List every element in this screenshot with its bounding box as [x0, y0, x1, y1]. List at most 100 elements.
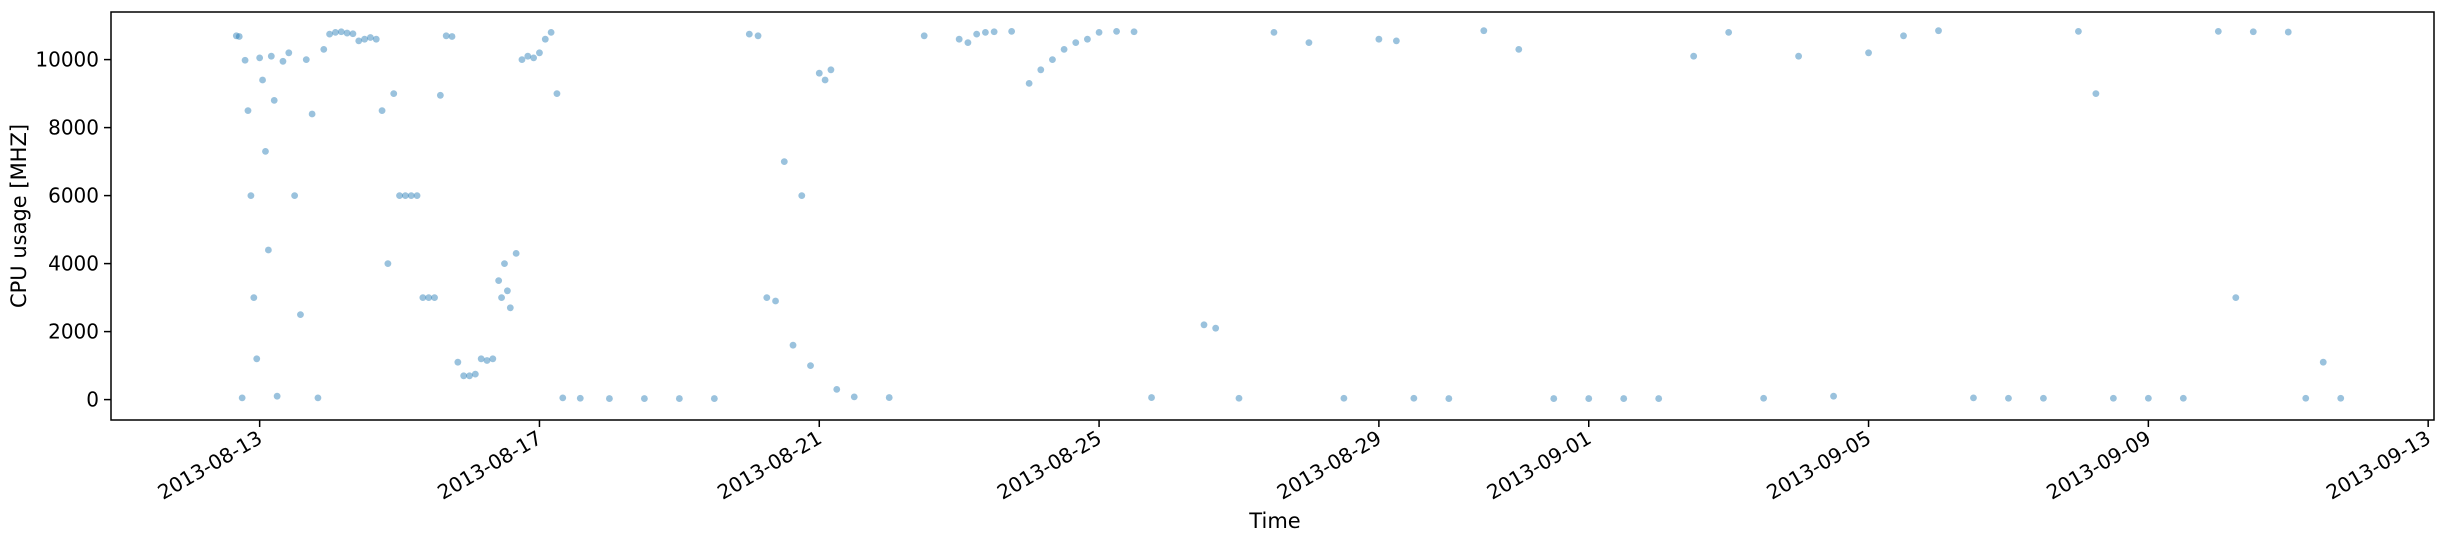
data-point: [1410, 394, 1418, 402]
data-point: [372, 35, 380, 43]
data-point: [1480, 27, 1488, 35]
data-point: [1830, 392, 1837, 400]
data-point: [264, 246, 272, 254]
data-point: [291, 192, 299, 200]
data-point: [396, 192, 403, 200]
data-point: [401, 192, 409, 200]
data-point: [640, 395, 648, 402]
data-point: [314, 394, 322, 402]
data-point: [337, 28, 345, 36]
data-point: [1025, 80, 1033, 87]
data-point: [2319, 358, 2327, 366]
data-point: [1690, 52, 1698, 60]
data-point: [1760, 394, 1768, 402]
x-tick-label: 2013-09-05: [1762, 426, 1875, 505]
data-point: [506, 304, 514, 312]
data-point: [270, 97, 278, 104]
data-point: [710, 395, 718, 402]
data-point: [675, 395, 683, 402]
data-point: [343, 29, 351, 37]
data-point: [390, 90, 398, 97]
data-point: [308, 110, 316, 118]
data-point: [964, 39, 972, 46]
data-point: [471, 370, 479, 378]
x-tick-label: 2013-08-25: [993, 426, 1106, 505]
data-point: [512, 250, 520, 257]
data-point: [1072, 39, 1080, 46]
data-point: [425, 294, 433, 301]
y-tick-label: 0: [86, 388, 99, 412]
data-point: [2075, 27, 2082, 35]
data-point: [530, 54, 538, 62]
data-point: [821, 76, 829, 84]
data-point: [1585, 395, 1593, 402]
data-point: [1305, 39, 1313, 46]
data-point: [349, 30, 357, 38]
data-point: [332, 29, 339, 36]
y-axis: 0 2000 4000 6000 8000 10000: [35, 48, 111, 412]
x-axis: 2013-08-13 2013-08-17 2013-08-21 2013-08-25…: [153, 420, 2435, 505]
data-point: [419, 294, 427, 301]
x-tick-label: 2013-09-01: [1483, 426, 1596, 505]
data-point: [232, 32, 240, 40]
data-point: [1130, 28, 1138, 36]
x-tick-label: 2013-08-13: [153, 426, 266, 505]
data-point: [1095, 29, 1103, 36]
data-point: [2214, 27, 2222, 35]
data-point: [606, 395, 613, 402]
data-point: [436, 91, 444, 99]
data-point: [1200, 321, 1208, 329]
data-point: [238, 394, 246, 402]
data-point: [973, 30, 981, 38]
y-tick-label: 8000: [48, 116, 99, 140]
data-point: [1212, 324, 1220, 332]
data-point: [955, 35, 963, 43]
data-point: [2337, 394, 2345, 402]
data-point: [1340, 394, 1348, 402]
data-point: [297, 311, 304, 318]
data-point: [326, 30, 334, 38]
data-point: [1515, 46, 1523, 53]
data-point: [798, 192, 806, 200]
data-point: [553, 90, 561, 97]
data-point: [518, 56, 526, 63]
data-point: [1008, 27, 1016, 35]
x-tick-label: 2013-08-17: [433, 426, 546, 505]
data-point: [378, 107, 386, 114]
data-point: [273, 392, 281, 400]
data-point: [247, 192, 255, 200]
data-point: [2040, 394, 2047, 402]
data-point: [1113, 27, 1120, 35]
data-point: [1865, 49, 1872, 57]
data-point: [460, 372, 468, 380]
data-point: [1392, 37, 1400, 45]
data-point: [524, 52, 532, 60]
data-point: [302, 56, 310, 63]
data-point: [789, 341, 797, 349]
data-point: [2179, 394, 2187, 402]
data-point: [1795, 52, 1802, 60]
data-point: [503, 287, 511, 295]
data-point: [1935, 27, 1942, 35]
data-point: [1445, 395, 1453, 402]
x-axis-title: Time: [1248, 509, 1300, 533]
data-point: [780, 158, 788, 166]
data-point: [745, 30, 753, 38]
data-points: [232, 27, 2345, 402]
data-point: [990, 28, 998, 36]
data-point: [2302, 394, 2310, 402]
data-point: [1550, 395, 1558, 402]
x-tick-label: 2013-09-09: [2042, 426, 2155, 505]
data-point: [262, 148, 269, 155]
data-point: [454, 358, 462, 366]
data-point: [442, 32, 450, 40]
data-point: [259, 76, 266, 84]
data-point: [2092, 90, 2100, 97]
data-point: [541, 35, 549, 43]
x-tick-label: 2013-08-29: [1273, 426, 1386, 505]
data-point: [1049, 56, 1056, 63]
plot-frame: [110, 11, 2435, 421]
data-point: [448, 33, 456, 40]
data-point: [536, 49, 543, 57]
